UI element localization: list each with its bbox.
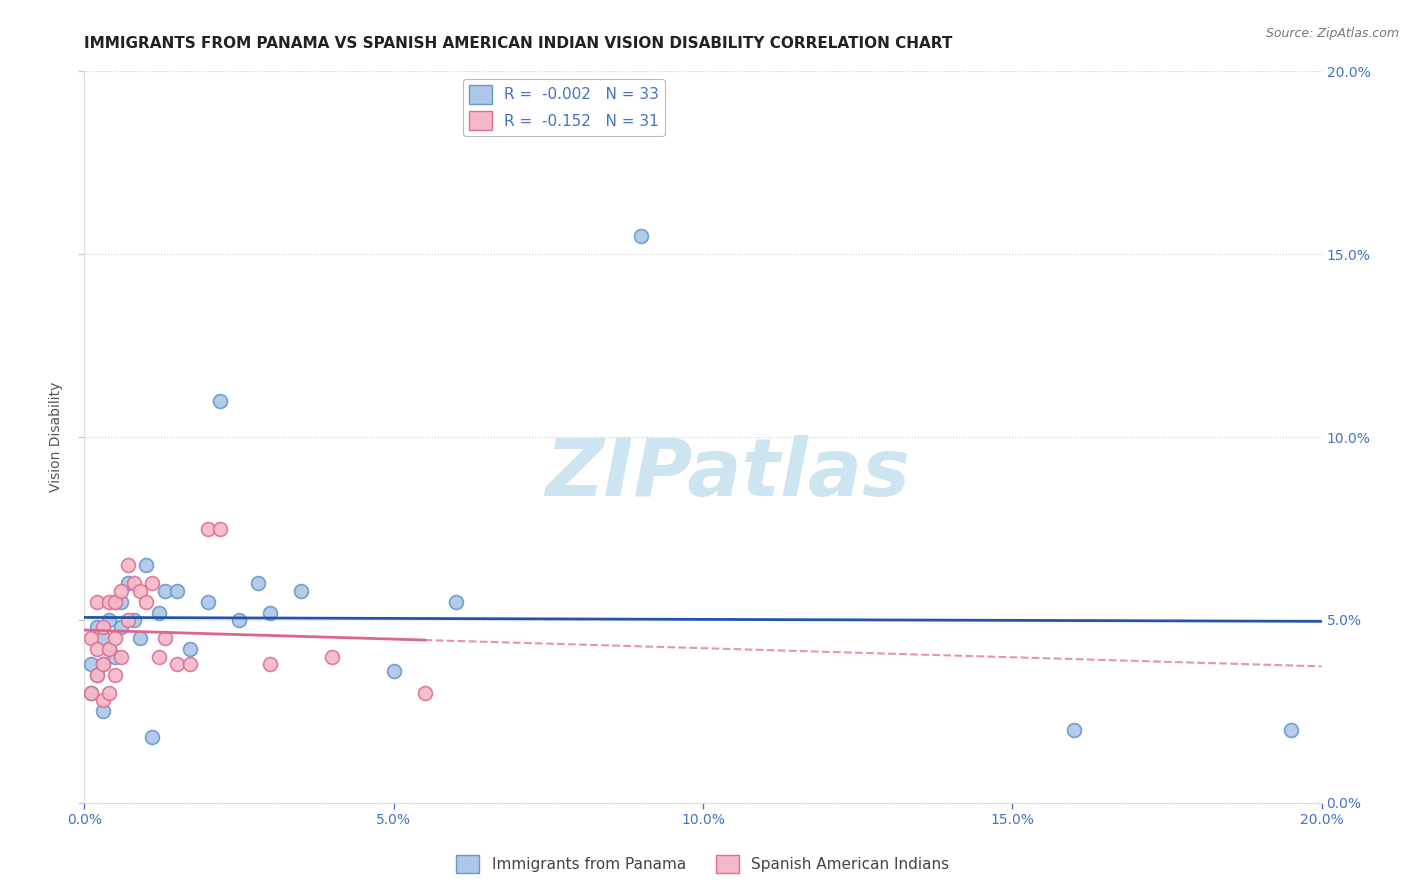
Point: [444, 594, 467, 608]
Point: [1279, 723, 1302, 737]
Point: [148, 606, 170, 620]
Point: [141, 576, 163, 591]
Point: [166, 657, 188, 671]
Point: [197, 521, 219, 535]
Point: [141, 730, 163, 744]
Point: [86, 667, 108, 681]
Point: [91, 693, 114, 707]
Point: [129, 583, 152, 598]
Point: [110, 583, 132, 598]
Point: [98, 613, 121, 627]
Point: [259, 657, 281, 671]
Point: [166, 583, 188, 598]
Y-axis label: Vision Disability: Vision Disability: [49, 382, 63, 492]
Point: [110, 620, 132, 634]
Point: [104, 594, 127, 608]
Point: [148, 649, 170, 664]
Point: [246, 576, 269, 591]
Text: Source: ZipAtlas.com: Source: ZipAtlas.com: [1265, 27, 1399, 40]
Point: [86, 594, 108, 608]
Point: [259, 606, 281, 620]
Point: [1063, 723, 1085, 737]
Point: [79, 657, 101, 671]
Point: [86, 620, 108, 634]
Point: [104, 594, 127, 608]
Point: [98, 686, 121, 700]
Point: [209, 521, 232, 535]
Point: [179, 642, 201, 657]
Point: [153, 632, 176, 646]
Point: [91, 657, 114, 671]
Point: [98, 594, 121, 608]
Point: [209, 393, 232, 408]
Point: [91, 620, 114, 634]
Point: [129, 632, 152, 646]
Point: [98, 642, 121, 657]
Point: [179, 657, 201, 671]
Point: [110, 594, 132, 608]
Point: [104, 667, 127, 681]
Point: [104, 649, 127, 664]
Point: [91, 705, 114, 719]
Point: [110, 649, 132, 664]
Point: [104, 632, 127, 646]
Point: [122, 576, 145, 591]
Point: [382, 664, 405, 678]
Point: [79, 686, 101, 700]
Point: [122, 613, 145, 627]
Point: [86, 667, 108, 681]
Point: [98, 642, 121, 657]
Point: [630, 228, 652, 243]
Point: [117, 558, 139, 573]
Point: [91, 632, 114, 646]
Text: IMMIGRANTS FROM PANAMA VS SPANISH AMERICAN INDIAN VISION DISABILITY CORRELATION : IMMIGRANTS FROM PANAMA VS SPANISH AMERIC…: [84, 36, 953, 51]
Point: [79, 632, 101, 646]
Point: [86, 642, 108, 657]
Legend: Immigrants from Panama, Spanish American Indians: Immigrants from Panama, Spanish American…: [450, 848, 956, 880]
Point: [135, 558, 157, 573]
Point: [91, 657, 114, 671]
Point: [413, 686, 436, 700]
Point: [135, 594, 157, 608]
Point: [117, 576, 139, 591]
Point: [117, 613, 139, 627]
Point: [79, 686, 101, 700]
Point: [228, 613, 250, 627]
Point: [197, 594, 219, 608]
Point: [290, 583, 312, 598]
Point: [321, 649, 343, 664]
Point: [153, 583, 176, 598]
Text: ZIPatlas: ZIPatlas: [546, 434, 910, 513]
